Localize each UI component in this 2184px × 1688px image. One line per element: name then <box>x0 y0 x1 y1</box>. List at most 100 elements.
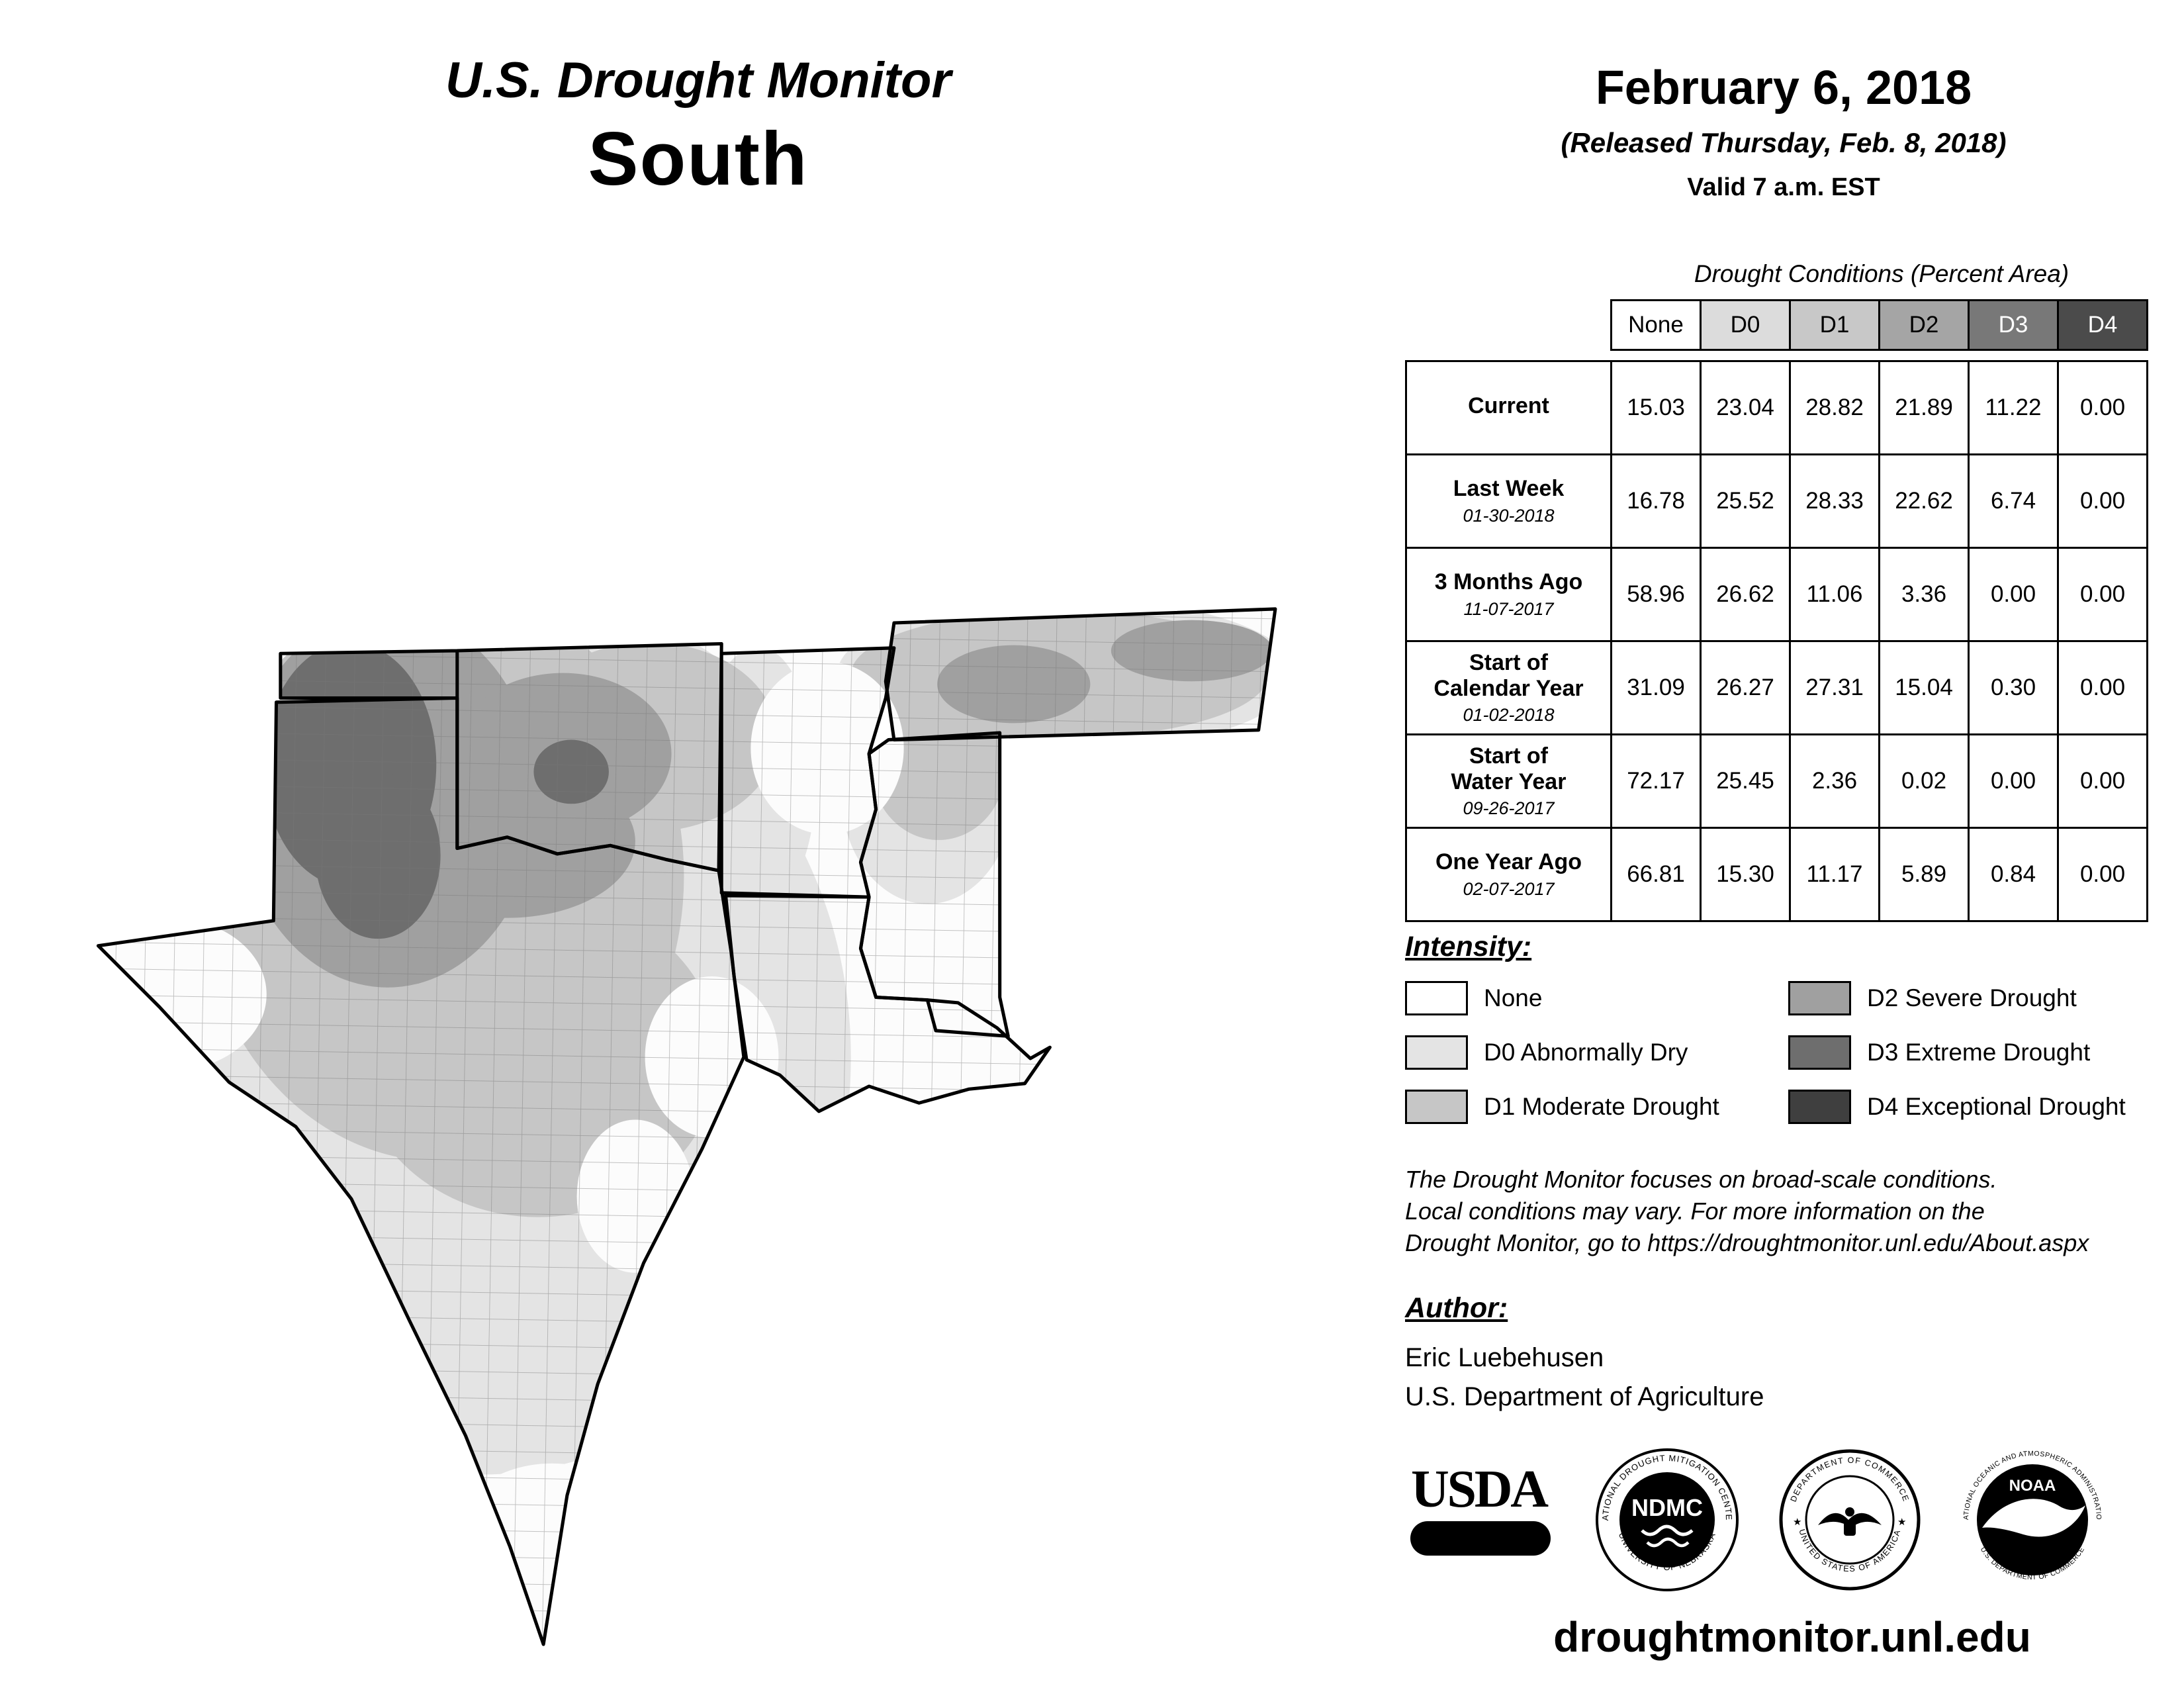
noaa-logo: NATIONAL OCEANIC AND ATMOSPHERIC ADMINIS… <box>1960 1447 2103 1581</box>
legend-swatch-d0 <box>1405 1035 1468 1070</box>
author-org: U.S. Department of Agriculture <box>1405 1382 1764 1411</box>
commerce-eagle-icon <box>1818 1507 1882 1536</box>
cell-value: 27.31 <box>1789 640 1880 735</box>
table-row-3-months-ago: 3 Months Ago 11-07-2017 58.96 26.62 11.0… <box>1405 547 2148 642</box>
cell-value: 25.45 <box>1700 733 1791 829</box>
cell-value: 66.81 <box>1610 827 1702 922</box>
state-borders <box>96 607 1277 1646</box>
commerce-star-icon: ★ <box>1897 1517 1906 1528</box>
table-row-last-week: Last Week 01-30-2018 16.78 25.52 28.33 2… <box>1405 453 2148 549</box>
legend-swatch-d3 <box>1788 1035 1851 1070</box>
disclaimer-line: Drought Monitor, go to https://droughtmo… <box>1405 1229 2089 1256</box>
cell-value: 6.74 <box>1968 453 2059 549</box>
legend-label: D2 Severe Drought <box>1867 984 2077 1011</box>
cell-value: 31.09 <box>1610 640 1702 735</box>
noaa-gull-icon <box>1982 1499 2085 1537</box>
ndmc-logo: NATIONAL DROUGHT MITIGATION CENTER UNIVE… <box>1594 1447 1739 1591</box>
report-title: U.S. Drought Monitor <box>445 52 952 109</box>
legend-swatch-d4 <box>1788 1090 1851 1124</box>
legend-column-right: D2 Severe Drought D3 Extreme Drought D4 … <box>1788 981 2126 1144</box>
cell-value: 28.33 <box>1789 453 1880 549</box>
author-block: Author: Eric Luebehusen U.S. Department … <box>1405 1292 1764 1412</box>
legend-item-none: None <box>1405 981 1719 1015</box>
legend-label: None <box>1484 984 1543 1011</box>
cell-value: 0.00 <box>2057 640 2148 735</box>
ndmc-inner-disc <box>1619 1472 1715 1568</box>
release-note: (Released Thursday, Feb. 8, 2018) <box>1561 127 2007 158</box>
cell-value: 26.62 <box>1700 547 1791 642</box>
cell-value: 0.30 <box>1968 640 2059 735</box>
disclaimer-line: Local conditions may vary. For more info… <box>1405 1197 1985 1225</box>
cell-value: 5.89 <box>1878 827 1970 922</box>
cell-value: 0.00 <box>1968 547 2059 642</box>
table-row-start-water-year: Start of Water Year 09-26-2017 72.17 25.… <box>1405 733 2148 829</box>
state-mississippi <box>858 731 1010 1038</box>
disclaimer: The Drought Monitor focuses on broad-sca… <box>1405 1164 2089 1259</box>
table-corner-cell <box>1406 300 1612 350</box>
noaa-logo-text: NOAA <box>2009 1477 2056 1495</box>
legend-item-d4: D4 Exceptional Drought <box>1788 1090 2126 1124</box>
commerce-star-icon: ★ <box>1793 1517 1801 1528</box>
author-name: Eric Luebehusen <box>1405 1343 1604 1372</box>
legend-item-d0: D0 Abnormally Dry <box>1405 1035 1719 1070</box>
row-label-current: Current <box>1405 360 1612 455</box>
cell-value: 0.84 <box>1968 827 2059 922</box>
cell-value: 15.04 <box>1878 640 1970 735</box>
column-header-none: None <box>1610 299 1702 351</box>
legend-item-d2: D2 Severe Drought <box>1788 981 2126 1015</box>
cell-value: 21.89 <box>1878 360 1970 455</box>
cell-value: 23.04 <box>1700 360 1791 455</box>
cell-value: 0.00 <box>2057 827 2148 922</box>
author-heading: Author: <box>1405 1292 1508 1324</box>
cell-value: 0.00 <box>1968 733 2059 829</box>
drought-map <box>96 607 1277 1646</box>
disclaimer-line: The Drought Monitor focuses on broad-sca… <box>1405 1166 1997 1193</box>
region-title: South <box>588 117 809 201</box>
cell-value: 2.36 <box>1789 733 1880 829</box>
usda-logo: USDA <box>1410 1460 1551 1556</box>
usda-logo-text: USDA <box>1411 1460 1549 1519</box>
cell-value: 25.52 <box>1700 453 1791 549</box>
site-url[interactable]: droughtmonitor.unl.edu <box>1553 1613 2031 1661</box>
column-header-d1: D1 <box>1789 299 1880 351</box>
agency-logos: USDA NATIONAL DROUGHT MITIGATION CENTER … <box>1405 1447 2105 1593</box>
cell-value: 0.00 <box>2057 360 2148 455</box>
drought-conditions-table: None D0 D1 D2 D3 D4 Current 15.03 23.04 … <box>1405 299 2148 922</box>
legend-label: D1 Moderate Drought <box>1484 1093 1719 1120</box>
cell-value: 11.22 <box>1968 360 2059 455</box>
cell-value: 15.03 <box>1610 360 1702 455</box>
cell-value: 22.62 <box>1878 453 1970 549</box>
cell-value: 16.78 <box>1610 453 1702 549</box>
legend-item-d3: D3 Extreme Drought <box>1788 1035 2126 1070</box>
legend-label: D4 Exceptional Drought <box>1867 1093 2126 1120</box>
legend-label: D0 Abnormally Dry <box>1484 1039 1688 1066</box>
column-header-d4: D4 <box>2057 299 2148 351</box>
cell-value: 26.27 <box>1700 640 1791 735</box>
legend-label: D3 Extreme Drought <box>1867 1039 2091 1066</box>
ndmc-wave-icon <box>1641 1524 1694 1536</box>
cell-value: 0.00 <box>2057 547 2148 642</box>
cell-value: 11.17 <box>1789 827 1880 922</box>
cell-value: 0.00 <box>2057 453 2148 549</box>
column-header-d0: D0 <box>1700 299 1791 351</box>
row-label-one-year-ago: One Year Ago 02-07-2017 <box>1405 827 1612 922</box>
column-header-d3: D3 <box>1968 299 2059 351</box>
table-row-start-calendar-year: Start of Calendar Year 01-02-2018 31.09 … <box>1405 640 2148 735</box>
legend-swatch-d1 <box>1405 1090 1468 1124</box>
row-label-last-week: Last Week 01-30-2018 <box>1405 453 1612 549</box>
release-block: February 6, 2018 (Released Thursday, Feb… <box>1430 61 2138 202</box>
row-label-3-months-ago: 3 Months Ago 11-07-2017 <box>1405 547 1612 642</box>
row-label-start-water-year: Start of Water Year 09-26-2017 <box>1405 733 1612 829</box>
cell-value: 0.00 <box>2057 733 2148 829</box>
state-tennessee <box>884 607 1277 742</box>
cell-value: 11.06 <box>1789 547 1880 642</box>
ndmc-logo-text: NDMC <box>1631 1494 1703 1521</box>
usda-logo-swoosh <box>1410 1521 1551 1556</box>
intensity-heading: Intensity: <box>1405 931 1532 962</box>
cell-value: 72.17 <box>1610 733 1702 829</box>
legend-column-left: None D0 Abnormally Dry D1 Moderate Droug… <box>1405 981 1719 1144</box>
report-date: February 6, 2018 <box>1595 62 1972 115</box>
table-header-row: None D0 D1 D2 D3 D4 <box>1406 299 2148 351</box>
table-gap-row <box>1406 350 2148 361</box>
